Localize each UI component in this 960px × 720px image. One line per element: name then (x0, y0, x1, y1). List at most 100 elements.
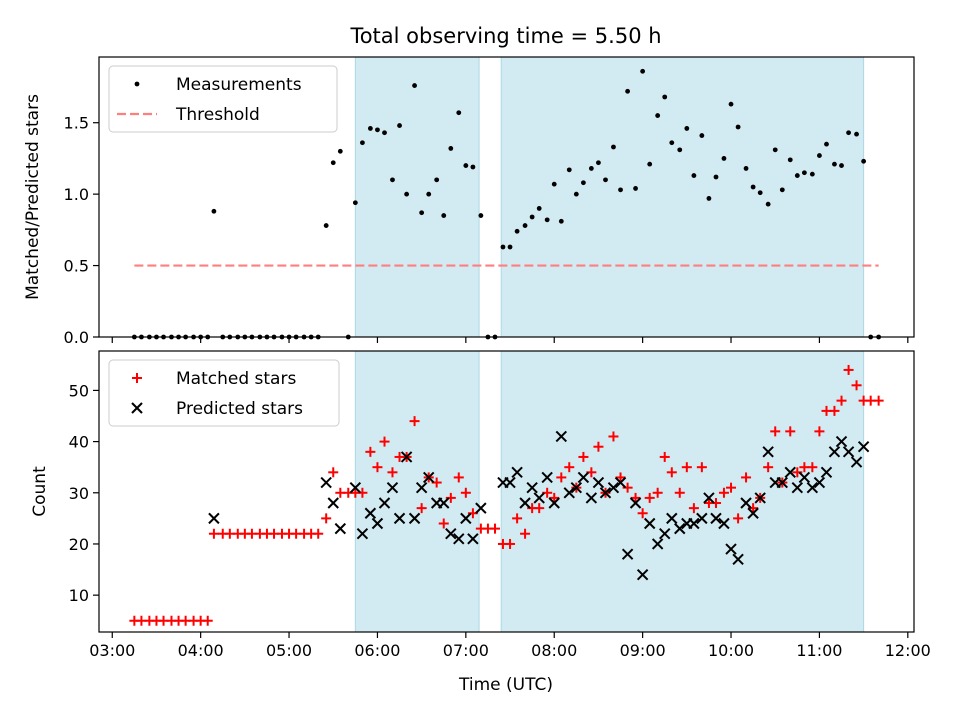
predicted-star-point (364, 507, 377, 519)
count-panel: 10 20 30 40 50 03:00 04:00 05:00 06:00 07:00 08:00… (30, 350, 931, 660)
marker-stroke (467, 533, 479, 545)
marker-stroke (850, 456, 863, 468)
marker-stroke (718, 517, 730, 530)
matched-star-point (696, 462, 707, 473)
x-tick-label: 11:00 (796, 641, 842, 660)
marker-stroke (548, 497, 560, 509)
legend: Measurements Threshold (108, 65, 338, 133)
measurement-point (211, 208, 217, 214)
predicted-star-point (393, 512, 406, 525)
measurement-point (375, 127, 380, 133)
predicted-star-point (320, 476, 332, 489)
measurement-point (728, 101, 734, 107)
measurement-point (463, 163, 469, 168)
measurement-point (603, 177, 608, 183)
measurement-point (625, 88, 631, 94)
predicted-star-point (533, 492, 545, 504)
predicted-star-point (400, 451, 413, 463)
measurement-point (448, 146, 454, 151)
matched-star-point (564, 462, 575, 473)
legend-label: Matched stars (176, 369, 296, 389)
predicted-star-point (732, 553, 744, 566)
measurement-point (832, 161, 837, 167)
measurement-point (573, 191, 579, 197)
predicted-star-point (541, 471, 553, 484)
predicted-star-point (696, 512, 708, 525)
x-tick-label: 08:00 (531, 641, 577, 660)
matched-star-point (453, 472, 464, 483)
matched-star-point (807, 462, 818, 473)
predicted-star-point (850, 456, 863, 468)
matched-star-point (372, 462, 383, 473)
measurement-point (765, 201, 771, 207)
measurement-point (507, 244, 513, 250)
predicted-star-point (798, 471, 811, 484)
marker-stroke (666, 512, 678, 525)
y-tick-label: 20 (69, 535, 89, 554)
predicted-star-point (438, 497, 450, 509)
marker-stroke (526, 481, 538, 494)
measurement-point (691, 173, 697, 178)
chart-title: Total observing time = 5.50 h (349, 24, 661, 48)
marker-stroke (629, 497, 642, 509)
marker-stroke (798, 471, 811, 484)
marker-stroke (475, 502, 487, 514)
marker-stroke (349, 481, 362, 494)
marker-stroke (378, 497, 391, 509)
measurement-point (713, 174, 719, 180)
matched-star-point (534, 503, 545, 514)
matched-star-point (208, 528, 219, 539)
matched-star-point (490, 523, 501, 534)
measurement-point (514, 228, 520, 234)
predicted-star-point (806, 481, 819, 494)
measurement-point (323, 223, 329, 228)
x-tick-label: 12:00 (885, 641, 931, 660)
predicted-star-point (423, 471, 435, 484)
matched-star-point (666, 467, 677, 478)
marker-stroke (740, 497, 752, 509)
predicted-star-point (835, 435, 848, 448)
predicted-star-point (703, 492, 715, 504)
measurement-point (684, 126, 690, 131)
marker-stroke (776, 476, 788, 489)
matched-star-point (438, 518, 449, 529)
marker-stroke (828, 446, 841, 458)
measurement-point (360, 140, 365, 146)
matched-star-point (593, 441, 604, 452)
legend-label: Predicted stars (176, 399, 303, 419)
marker-stroke (460, 512, 472, 525)
predicted-star-point (555, 430, 568, 443)
measurement-point (558, 218, 564, 224)
measurement-point (551, 181, 557, 187)
marker-stroke (725, 543, 737, 555)
matched-star-point (321, 513, 332, 524)
observing-span (354, 56, 480, 338)
axes-frame (98, 350, 915, 633)
matched-star-point (630, 492, 641, 503)
x-tick-label: 05:00 (266, 641, 312, 660)
marker-stroke (784, 466, 796, 479)
predicted-star-point (820, 466, 833, 479)
marker-stroke (688, 517, 700, 530)
predicted-star-point (813, 476, 826, 489)
predicted-star-point (666, 512, 678, 525)
marker-stroke (754, 492, 766, 504)
matched-star-point (202, 615, 213, 626)
measurement-point (426, 191, 432, 197)
measurement-point (633, 186, 638, 191)
predicted-star-point (577, 471, 590, 484)
measurement-point (382, 130, 387, 136)
measurement-point (581, 180, 586, 186)
predicted-star-point (791, 481, 804, 494)
predicted-star-point (378, 497, 391, 509)
measurement-point (669, 140, 675, 146)
measurement-point (647, 161, 653, 167)
predicted-star-point (208, 512, 220, 525)
measurement-point (367, 126, 373, 131)
marker-stroke (504, 476, 516, 489)
predicted-star-point (415, 481, 428, 494)
marker-stroke (791, 481, 804, 494)
predicted-star-point (784, 466, 796, 479)
matched-star-point (741, 472, 752, 483)
